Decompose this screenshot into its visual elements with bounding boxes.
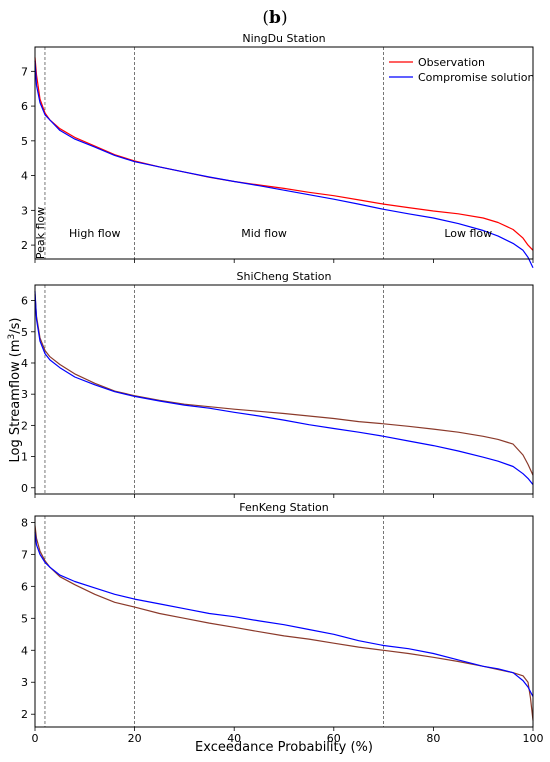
y-tick-label: 0 — [21, 482, 28, 495]
y-tick-label: 3 — [21, 204, 28, 217]
panel-0: NingDu Station 2 3 4 5 6 7 Peak flow High flow Mi… — [21, 32, 534, 268]
series-line-compromise — [34, 531, 534, 697]
series-line-compromise — [34, 291, 534, 485]
y-tick-label: 5 — [21, 612, 28, 625]
panel-frame — [34, 284, 534, 495]
figure-label-letter: b — [269, 8, 281, 28]
region-label: High flow — [69, 227, 120, 240]
y-tick-label: 6 — [21, 100, 28, 113]
y-tick-label: 4 — [21, 357, 28, 370]
y-tick-label: 3 — [21, 388, 28, 401]
region-label: Low flow — [444, 227, 492, 240]
y-tick-label: 3 — [21, 676, 28, 689]
x-tick-label: 20 — [128, 732, 142, 745]
panel-frame — [34, 46, 534, 260]
y-tick-label: 4 — [21, 170, 28, 183]
y-tick-label: 8 — [21, 516, 28, 529]
y-tick-label: 1 — [21, 451, 28, 464]
y-tick-label: 7 — [21, 548, 28, 561]
x-tick-label: 60 — [327, 732, 341, 745]
y-tick-label: 2 — [21, 239, 28, 252]
x-axis-label: Exceedance Probability (%) — [195, 740, 373, 755]
legend-entry: Observation — [418, 56, 485, 69]
region-label: Mid flow — [241, 227, 287, 240]
y-tick-label: 4 — [21, 644, 28, 657]
x-tick-label: 0 — [32, 732, 39, 745]
y-tick-label: 5 — [21, 135, 28, 148]
legend: Observation Compromise solution — [389, 56, 534, 84]
y-tick-label: 5 — [21, 326, 28, 339]
panel-title: FenKeng Station — [239, 501, 328, 514]
y-tick-label: 7 — [21, 65, 28, 78]
legend-entry: Compromise solution — [418, 71, 534, 84]
x-tick-label: 100 — [523, 732, 544, 745]
figure-label: (b) — [262, 8, 288, 28]
series-line-overlap — [34, 525, 534, 721]
panel-1: ShiCheng Station 0 1 2 3 4 5 6 — [21, 270, 534, 498]
x-tick-label: 40 — [227, 732, 241, 745]
y-tick-label: 6 — [21, 580, 28, 593]
series-line-observation — [34, 57, 534, 251]
y-tick-label: 2 — [21, 419, 28, 432]
panel-frame — [34, 515, 534, 728]
panel-title: NingDu Station — [242, 32, 325, 45]
series-line-overlap — [34, 294, 534, 476]
y-tick-label: 2 — [21, 708, 28, 721]
region-label: Peak flow — [34, 207, 47, 259]
x-tick-label: 80 — [426, 732, 440, 745]
panel-title: ShiCheng Station — [237, 270, 332, 283]
y-axis-label: Log Streamflow (m3/s) — [7, 318, 23, 463]
y-tick-label: 6 — [21, 295, 28, 308]
series-line-compromise — [34, 60, 534, 268]
